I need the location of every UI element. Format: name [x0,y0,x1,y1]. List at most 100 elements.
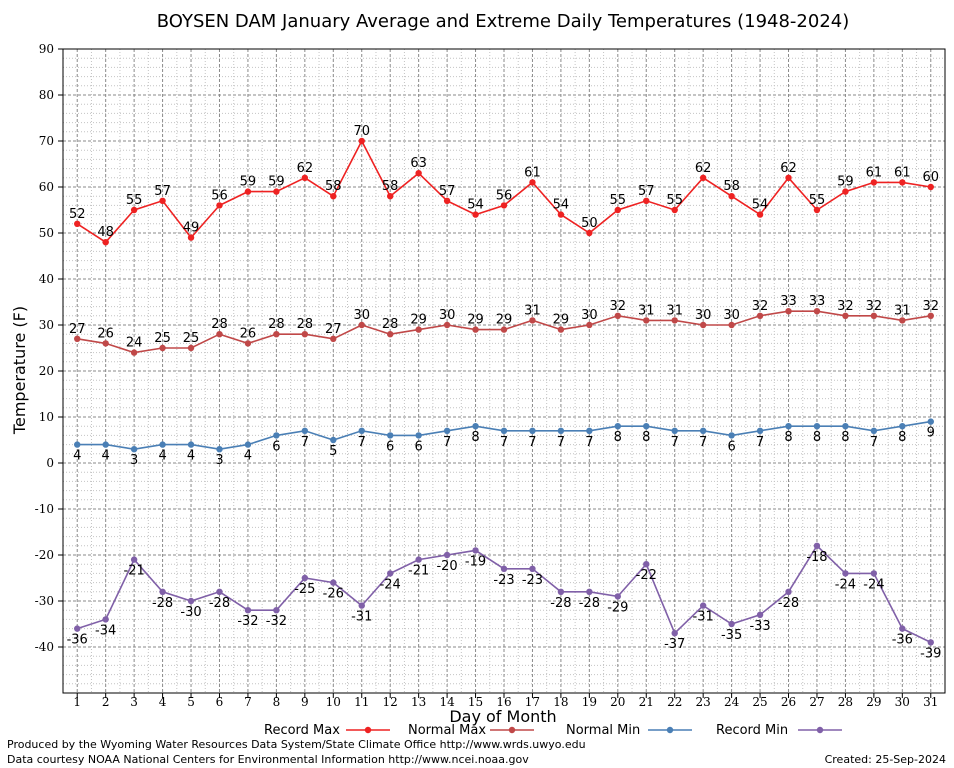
record-max-point [756,211,764,218]
record-max-point [643,197,650,204]
normal-min-value-label: 6 [415,439,423,454]
x-tick-label: 22 [667,695,682,709]
y-tick-label: 70 [39,134,54,148]
record-max-series: 52 48 55 57 49 56 59 59 62 58 70 58 63 57 54 56 61 54 50 55… [69,124,940,246]
record-min-value-label: -22 [636,568,657,583]
x-tick-label: 4 [159,695,167,709]
record-max-value-label: 62 [695,161,712,176]
record-min-value-label: -28 [579,596,600,611]
normal-max-point [74,335,81,342]
normal-min-value-label: 7 [500,435,508,450]
normal-max-value-label: 28 [268,317,285,332]
x-tick-label: 1 [73,695,81,709]
record-min-value-label: -23 [493,573,514,588]
normal-max-value-label: 28 [297,317,314,332]
normal-min-value-label: 4 [187,449,195,464]
normal-min-value-label: 8 [813,430,821,445]
record-max-value-label: 58 [325,179,342,194]
normal-min-value-label: 6 [386,439,394,454]
record-min-value-label: -28 [778,596,799,611]
normal-max-value-label: 25 [183,331,200,346]
y-tick-label: -20 [35,548,54,562]
normal-min-point [671,427,678,434]
x-tick-label: 9 [301,695,309,709]
normal-max-value-label: 30 [581,308,598,323]
normal-max-point [500,326,508,333]
normal-max-value-label: 32 [837,299,854,314]
record-min-value-label: -19 [465,554,486,569]
normal-min-point [500,427,508,434]
normal-max-value-label: 31 [894,303,911,318]
normal-max-point [415,326,422,333]
normal-min-value-label: 5 [329,444,337,459]
record-min-point [643,561,650,568]
y-tick-label: 10 [39,410,54,424]
record-max-value-label: 61 [524,165,541,180]
record-min-value-label: -20 [436,559,457,574]
normal-max-value-label: 30 [723,308,740,323]
normal-min-value-label: 8 [898,430,906,445]
record-min-point [443,551,451,559]
x-tick-label: 15 [468,695,483,709]
normal-max-value-label: 29 [553,313,570,328]
record-min-value-label: -18 [806,550,827,565]
normal-min-point [130,446,138,453]
legend-item-record-max: Record Max [264,723,390,738]
record-min-value-label: -37 [664,637,685,652]
record-min-value-label: -33 [749,619,770,634]
x-tick-label: 10 [326,695,341,709]
normal-max-value-label: 28 [382,317,399,332]
record-max-value-label: 61 [894,165,911,180]
record-min-point [813,542,821,549]
normal-max-value-label: 31 [638,303,655,318]
normal-max-value-label: 27 [325,322,342,337]
normal-min-point [472,423,479,430]
record-min-point [671,630,678,637]
legend: Record Max Normal Max Normal Min Record Min [264,723,842,738]
x-tick-label: 7 [244,695,252,709]
record-max-value-label: 59 [240,175,257,190]
y-axis-title: Temperature (F) [10,306,29,435]
normal-max-point [699,321,707,329]
normal-min-value-label: 7 [528,435,536,450]
x-tick-label: 20 [610,695,625,709]
x-tick-label: 29 [866,695,881,709]
normal-max-value-label: 32 [866,299,883,314]
record-min-value-label: -28 [550,596,571,611]
record-max-point [472,211,479,218]
record-max-point [443,197,451,204]
record-max-value-label: 54 [752,198,769,213]
record-max-value-label: 50 [581,216,598,231]
normal-min-value-label: 6 [727,439,735,454]
normal-min-value-label: 7 [443,435,451,450]
normal-max-point [358,321,365,329]
record-max-value-label: 54 [553,198,570,213]
record-max-point [927,183,934,191]
normal-min-point [529,427,536,434]
record-min-value-label: -21 [408,564,429,579]
record-max-value-label: 60 [923,170,940,185]
record-min-value-label: -24 [863,577,884,592]
y-tick-label: 60 [39,180,54,194]
record-max-point [899,179,906,186]
record-min-value-label: -28 [209,596,230,611]
legend-marker [816,726,824,734]
normal-min-value-label: 7 [585,435,593,450]
x-tick-label: 5 [187,695,195,709]
record-max-point [728,193,735,200]
normal-min-point [386,432,394,439]
normal-min-value-label: 3 [215,453,223,468]
record-max-value-label: 62 [780,161,797,176]
record-min-value-label: -36 [67,633,88,648]
normal-max-point [472,326,479,333]
normal-max-point [785,308,792,315]
normal-min-point [728,432,735,439]
record-min-point [130,556,138,563]
record-min-value-label: -32 [237,614,258,629]
record-max-point [330,193,337,200]
record-min-point [386,570,394,577]
record-min-value-label: -30 [180,605,201,620]
record-max-value-label: 55 [126,193,143,208]
record-max-point [386,193,394,200]
